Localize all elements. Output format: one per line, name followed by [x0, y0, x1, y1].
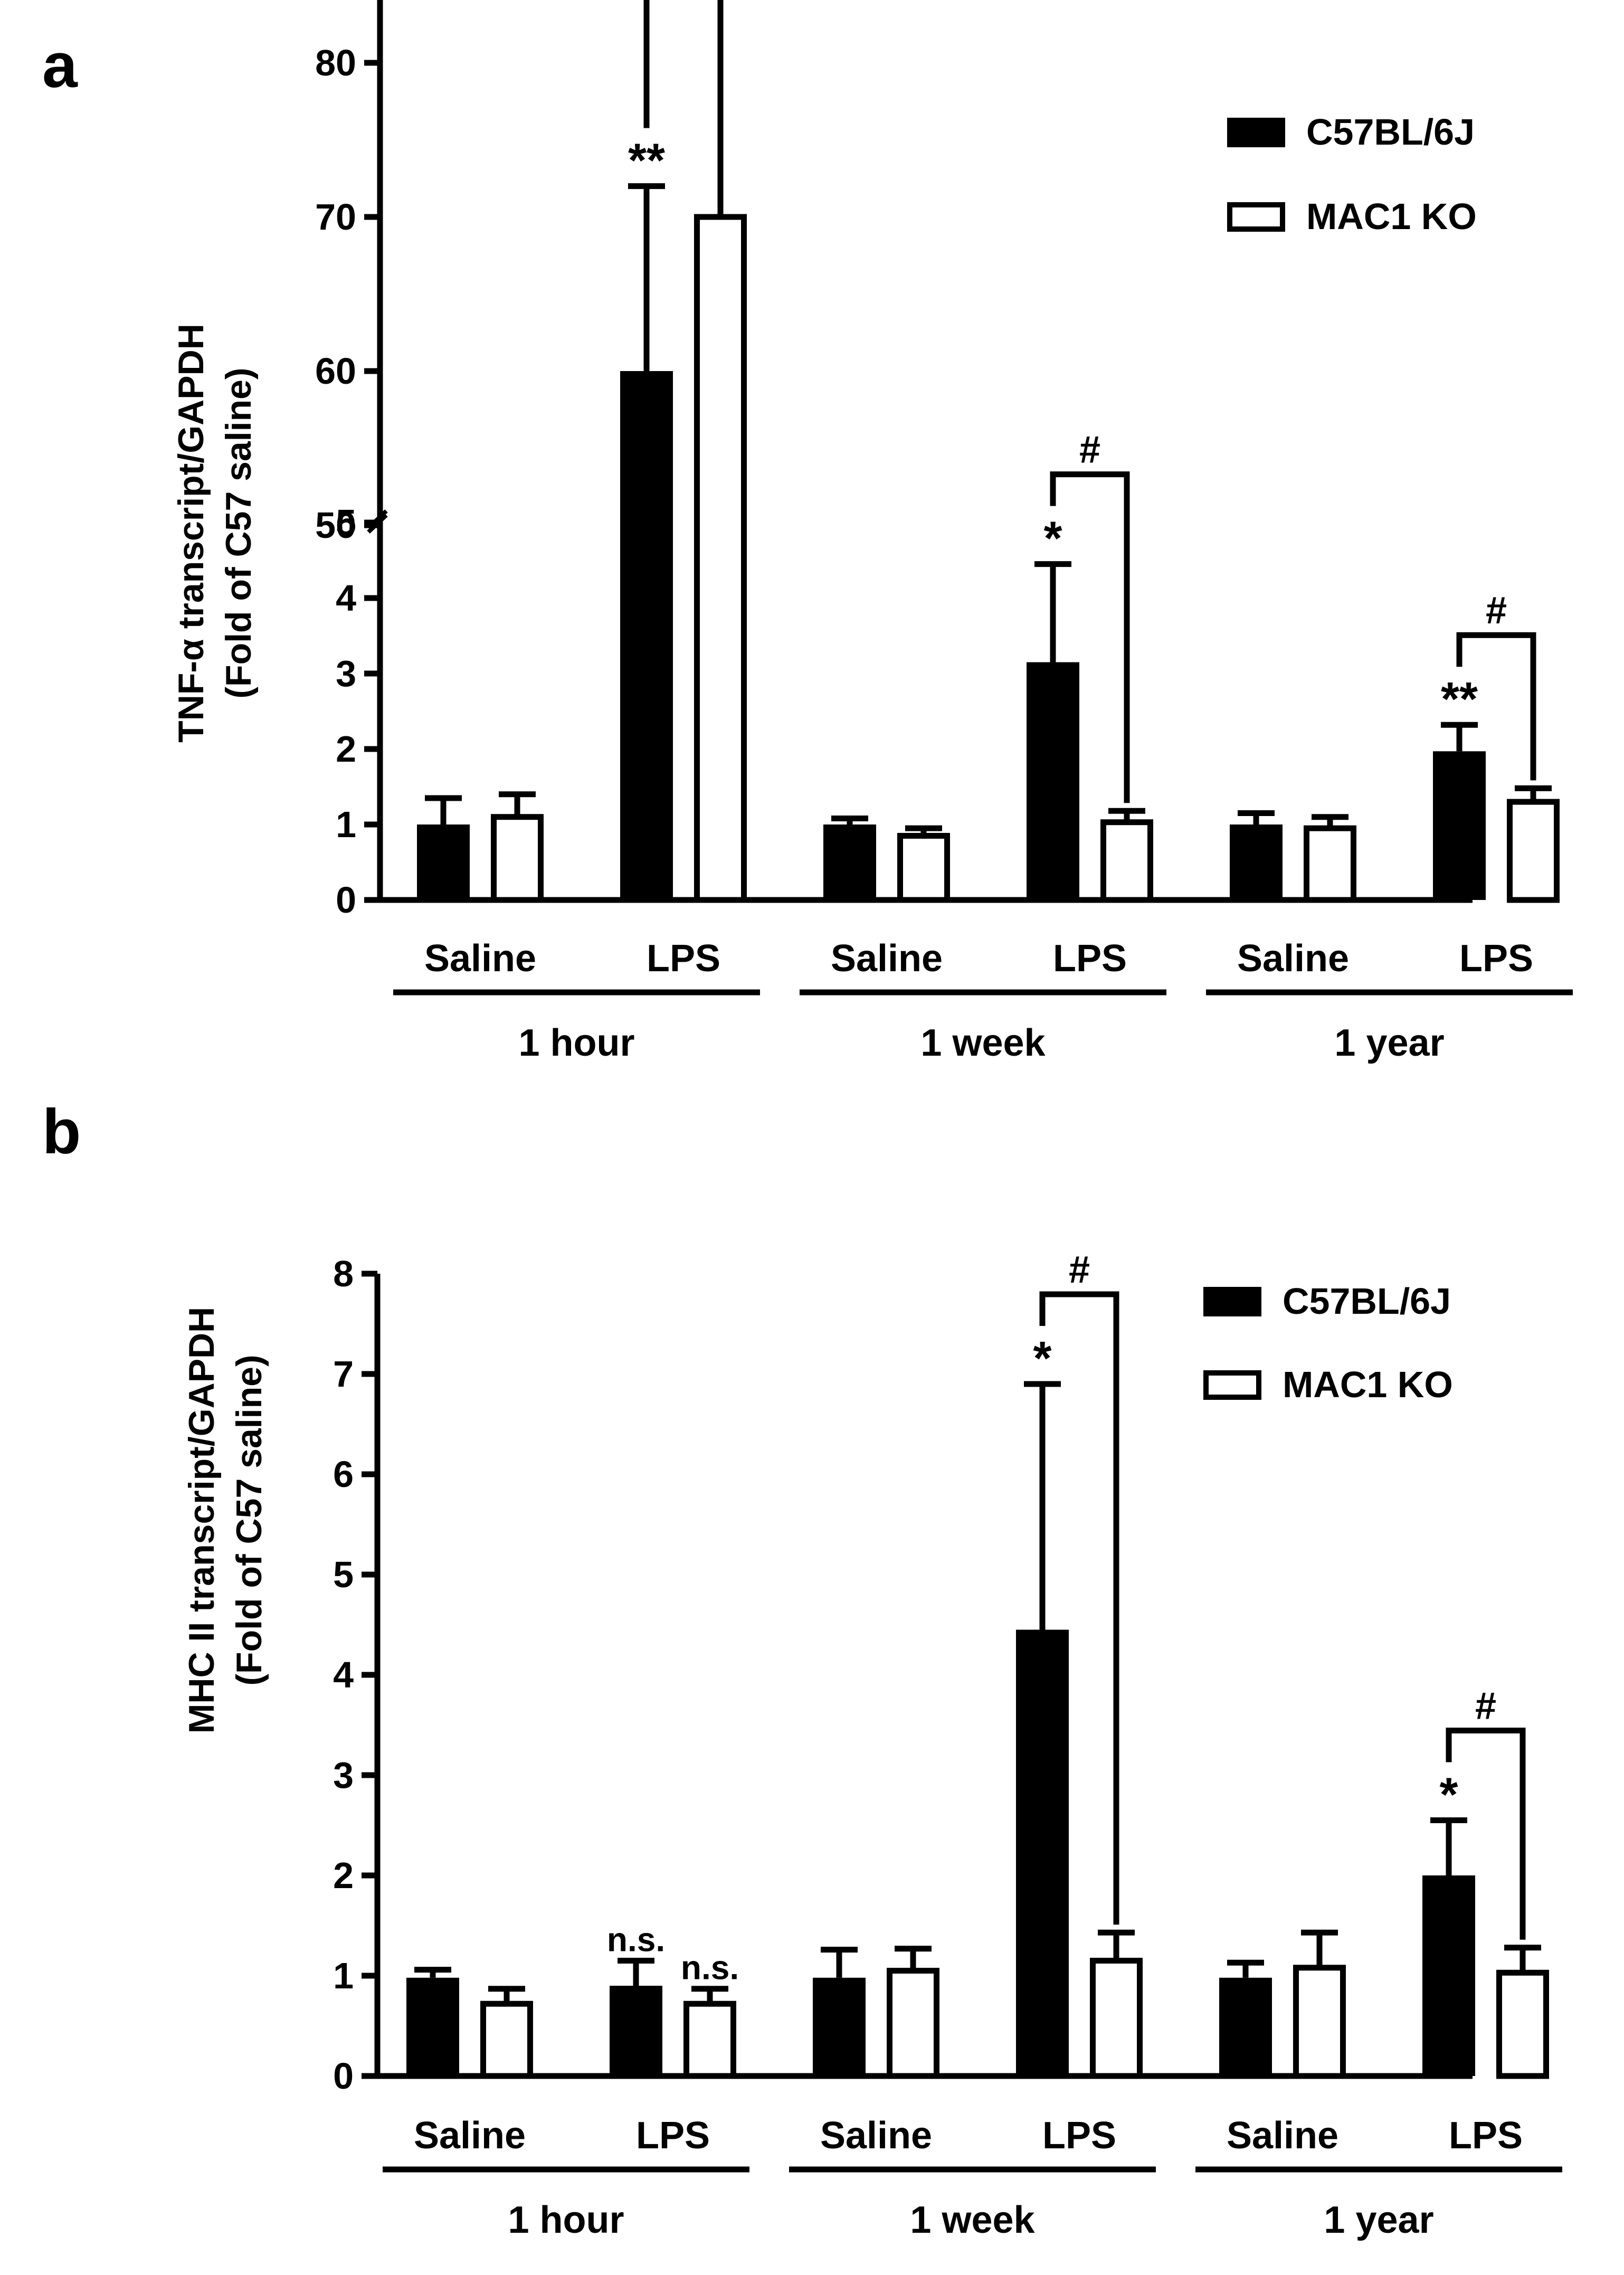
y-axis-label: MHC II transcript/GAPDH	[182, 1307, 222, 1734]
y-tick-label: 0	[336, 879, 356, 921]
legend-label: C57BL/6J	[1306, 111, 1475, 153]
bar	[694, 214, 747, 903]
condition-label: LPS	[1042, 2115, 1116, 2157]
significance-marker: **	[628, 135, 665, 187]
bar	[1090, 1958, 1143, 2079]
y-tick-label: 7	[333, 1353, 354, 1395]
comparison-label: #	[1486, 590, 1507, 632]
y-tick-label: 3	[336, 653, 356, 694]
y-axis-label: (Fold of C57 saline)	[219, 367, 259, 698]
bar	[1304, 825, 1356, 903]
y-tick-label: 50	[315, 505, 356, 546]
bar	[620, 371, 673, 900]
y-tick-label: 3	[333, 1755, 354, 1796]
panel-letter: b	[42, 1096, 81, 1167]
significance-marker: *	[1033, 1332, 1051, 1385]
y-tick-label: 2	[336, 728, 356, 770]
legend-label: C57BL/6J	[1283, 1281, 1451, 1322]
bar	[813, 1977, 866, 2076]
condition-label: LPS	[1053, 937, 1127, 980]
condition-label: LPS	[647, 937, 720, 980]
significance-marker: **	[1441, 673, 1478, 726]
y-tick-label: 2	[333, 1855, 354, 1896]
y-tick-label: 0	[333, 2055, 354, 2097]
comparison-label: #	[1079, 429, 1100, 471]
bar	[1100, 819, 1153, 903]
y-tick-label: 60	[315, 350, 356, 392]
legend-swatch	[1203, 1287, 1261, 1316]
panel-b-chart: b MHC II transcript/GAPDH (Fold of C57 sal…	[42, 1096, 1562, 2241]
group-label: 1 hour	[508, 2199, 624, 2241]
legend-label: MAC1 KO	[1306, 196, 1477, 237]
legend-label: MAC1 KO	[1283, 1364, 1453, 1405]
bar	[1230, 824, 1283, 900]
comparison-bracket	[1446, 1728, 1526, 1940]
panel-a-chart: a TNF-α transcript/GAPDH (Fold of C57 sali…	[42, 0, 1573, 1064]
y-axis-label: (Fold of C57 saline)	[229, 1354, 269, 1685]
y-tick-label: 1	[336, 804, 356, 845]
y-tick-label: 4	[336, 577, 356, 619]
group-label: 1 week	[920, 1022, 1046, 1064]
legend-swatch	[1227, 118, 1285, 147]
condition-label: Saline	[1237, 937, 1349, 980]
y-tick-label: 6	[333, 1454, 354, 1495]
panel-letter: a	[42, 30, 78, 101]
group-label: 1 hour	[518, 1022, 634, 1064]
condition-label: LPS	[636, 2115, 710, 2157]
condition-label: LPS	[1449, 2115, 1523, 2157]
comparison-bracket	[1039, 1291, 1119, 1925]
condition-label: Saline	[1227, 2115, 1338, 2157]
bar	[610, 1986, 662, 2076]
group-label: 1 year	[1324, 2199, 1433, 2241]
bar	[491, 814, 544, 903]
bar	[683, 2001, 736, 2079]
y-axis-label: TNF-α transcript/GAPDH	[171, 324, 211, 743]
legend-swatch	[1227, 202, 1285, 232]
significance-marker: *	[1043, 513, 1062, 565]
y-tick-label: 5	[333, 1554, 354, 1595]
comparison-label: #	[1475, 1685, 1496, 1728]
group-label: 1 week	[910, 2199, 1035, 2241]
y-tick-label: 1	[333, 1955, 354, 1996]
comparison-bracket	[1050, 471, 1130, 803]
bar	[1422, 1875, 1475, 2076]
y-tick-label: 5	[336, 502, 356, 543]
bar	[1293, 1965, 1346, 2079]
condition-label: Saline	[831, 937, 943, 980]
condition-label: Saline	[820, 2115, 932, 2157]
bar	[480, 2001, 533, 2079]
bar	[823, 824, 876, 900]
comparison-label: #	[1069, 1249, 1090, 1291]
significance-marker: *	[1439, 1769, 1458, 1822]
bar	[1496, 1969, 1549, 2079]
bar	[1219, 1977, 1272, 2076]
significance-marker: n.s.	[681, 1949, 739, 1987]
condition-label: LPS	[1459, 937, 1533, 980]
y-tick-label: 70	[315, 196, 356, 238]
legend-swatch	[1203, 1370, 1261, 1400]
significance-marker: n.s.	[607, 1921, 665, 1959]
bar	[1027, 662, 1079, 900]
y-tick-label: 80	[315, 42, 356, 83]
condition-label: Saline	[424, 937, 536, 980]
bar	[1016, 1629, 1069, 2076]
y-tick-label: 8	[333, 1253, 354, 1294]
bar	[417, 824, 470, 900]
bar	[1507, 799, 1560, 903]
condition-label: Saline	[414, 2115, 526, 2157]
comparison-bracket	[1456, 632, 1536, 781]
bar	[887, 1968, 939, 2079]
group-label: 1 year	[1334, 1022, 1444, 1064]
bar	[897, 832, 950, 903]
y-tick-label: 4	[333, 1654, 354, 1695]
bar	[1433, 751, 1486, 900]
bar	[406, 1977, 459, 2076]
